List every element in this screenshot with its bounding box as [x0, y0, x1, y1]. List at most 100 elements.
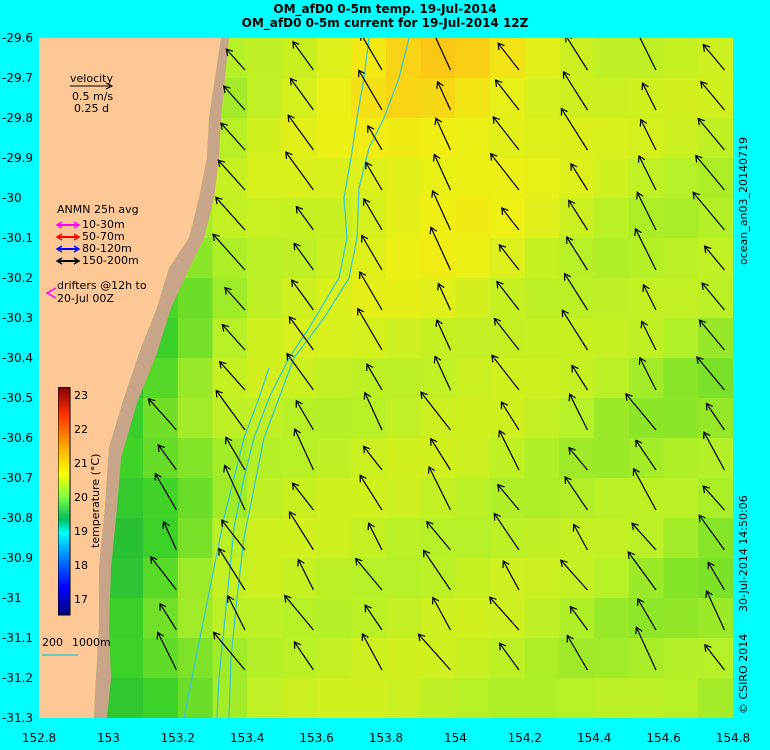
y-tick-label: -29.7: [2, 71, 34, 85]
temperature-cell: [524, 598, 560, 638]
temperature-cell: [351, 78, 387, 118]
temperature-cell: [698, 478, 733, 518]
temperature-cell: [628, 478, 664, 518]
temperature-cell: [490, 678, 526, 718]
temperature-cell: [212, 318, 248, 358]
current-arrow: [422, 549, 451, 591]
current-arrow: [364, 604, 383, 631]
current-arrow: [707, 561, 726, 591]
temperature-cell: [490, 318, 526, 358]
current-arrow: [149, 555, 177, 591]
current-arrow: [420, 391, 451, 431]
current-arrow: [426, 520, 451, 551]
temperature-cell: [420, 678, 456, 718]
anmn-legend-title: ANMN 25h avg: [57, 203, 139, 216]
temperature-cell: [698, 238, 733, 278]
current-arrow: [218, 360, 246, 391]
temperature-cell: [524, 318, 560, 358]
y-tick-label: -30.9: [2, 551, 34, 565]
temperature-cell: [386, 358, 421, 398]
current-arrow: [292, 40, 314, 71]
temperature-cell: [247, 438, 283, 478]
anmn-legend-label: 150-200m: [82, 254, 139, 267]
x-tick-label: 154.8: [715, 731, 751, 745]
colorbar-tick-label: 19: [74, 525, 88, 538]
temperature-cell: [247, 598, 283, 638]
temperature-cell: [386, 558, 421, 598]
current-arrow: [221, 323, 246, 351]
current-arrow: [501, 206, 520, 231]
temperature-cell: [663, 598, 699, 638]
temperature-cell: [455, 38, 491, 78]
temperature-cell: [316, 398, 352, 438]
temperature-cell: [490, 518, 526, 558]
temperature-cell: [490, 278, 526, 318]
temperature-cell: [490, 438, 526, 478]
temperature-cell: [455, 118, 491, 158]
temperature-cell: [316, 118, 352, 158]
current-arrow: [361, 632, 383, 671]
current-arrow: [363, 197, 383, 231]
temperature-cell: [663, 278, 699, 318]
current-arrow: [560, 559, 588, 591]
temperature-cell: [594, 678, 630, 718]
y-tick-label: -29.9: [2, 151, 34, 165]
y-tick-label: -30.5: [2, 391, 34, 405]
x-tick-label: 153: [96, 731, 120, 745]
temperature-cell: [455, 638, 491, 678]
current-arrow: [694, 154, 725, 191]
temperature-cell: [455, 678, 491, 718]
current-arrow: [636, 191, 657, 231]
current-arrow: [427, 465, 452, 511]
current-arrow: [363, 391, 383, 431]
temperature-cell: [490, 78, 526, 118]
temperature-cell: [143, 678, 179, 718]
temperature-cell: [316, 38, 352, 78]
current-arrow: [568, 393, 589, 431]
y-tick-label: -30.8: [2, 511, 34, 525]
temperature-cell: [455, 238, 491, 278]
colorbar-tick-label: 22: [74, 423, 88, 436]
temperature-cell: [524, 398, 560, 438]
temperature-cell: [351, 598, 387, 638]
land-area: [39, 38, 221, 718]
current-arrow: [642, 283, 657, 311]
temperature-cell: [524, 198, 560, 238]
temperature-cell: [281, 118, 317, 158]
y-tick-label: -30: [2, 191, 22, 205]
temperature-cell: [455, 558, 491, 598]
current-arrow: [295, 205, 314, 231]
temperature-cell: [594, 398, 630, 438]
y-tick-label: -31.2: [2, 671, 34, 685]
current-arrow: [361, 234, 383, 271]
temperature-cell: [698, 678, 733, 718]
current-arrow: [627, 551, 657, 591]
current-arrow: [359, 270, 383, 311]
temperature-cell: [386, 278, 421, 318]
current-arrow: [702, 485, 725, 511]
temperature-cell: [663, 318, 699, 358]
temperature-cell: [420, 598, 456, 638]
current-arrow: [569, 605, 588, 631]
current-arrow: [433, 355, 452, 391]
current-arrow: [286, 352, 314, 391]
current-arrow: [564, 475, 588, 511]
current-arrow: [639, 38, 657, 71]
x-tick-label: 153.2: [160, 731, 195, 745]
current-arrow: [436, 80, 452, 111]
current-arrow: [571, 364, 589, 391]
current-arrow: [437, 282, 452, 311]
current-arrow: [297, 558, 315, 591]
temperature-cell: [177, 398, 213, 438]
current-arrow: [435, 318, 452, 351]
current-arrow: [226, 594, 246, 631]
current-arrow: [430, 437, 452, 471]
temperature-cell: [316, 278, 352, 318]
temperature-cell: [143, 638, 179, 678]
temperature-cell: [281, 478, 317, 518]
x-tick-label: 153.6: [299, 731, 334, 745]
temperature-cell: [316, 518, 352, 558]
current-arrow: [639, 118, 657, 151]
temperature-cell: [351, 358, 387, 398]
temperature-cell: [386, 118, 421, 158]
